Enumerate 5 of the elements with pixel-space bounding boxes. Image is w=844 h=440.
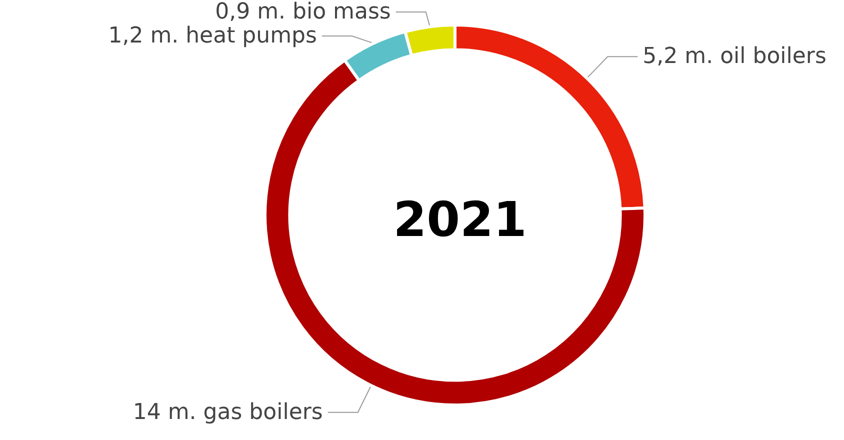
text: 2021: [393, 192, 527, 248]
slice-label: 0,9 m. bio mass: [215, 0, 391, 24]
slice-label: 5,2 m. oil boilers: [642, 44, 826, 70]
slice-label: 1,2 m. heat pumps: [108, 24, 317, 48]
slice-label: 14 m. gas boilers: [132, 400, 323, 425]
